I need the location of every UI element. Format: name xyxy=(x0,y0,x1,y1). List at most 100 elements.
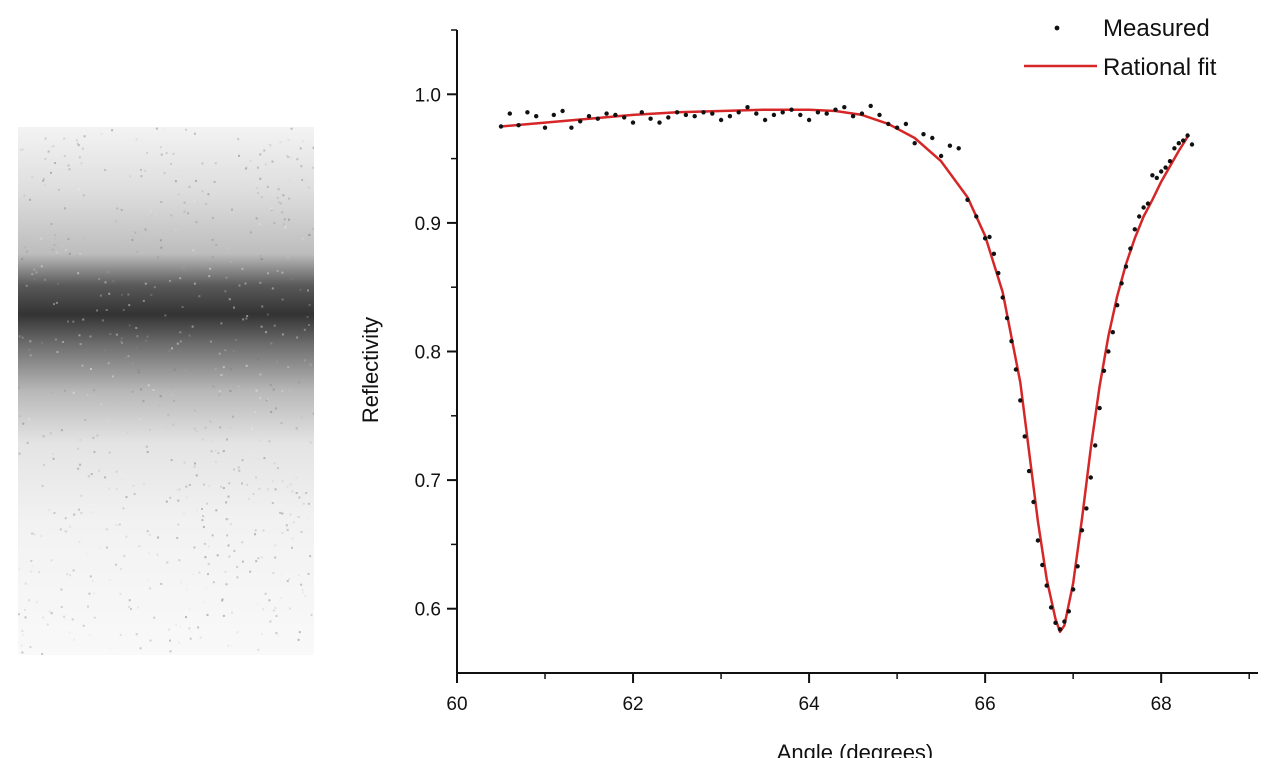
measured-point xyxy=(912,141,917,146)
measured-point xyxy=(938,153,944,159)
measured-point xyxy=(930,135,935,141)
measured-point xyxy=(1009,339,1014,344)
x-tick-label: 62 xyxy=(622,694,643,715)
measured-point xyxy=(1040,562,1045,568)
measured-point xyxy=(1123,264,1129,269)
measured-point xyxy=(560,108,565,114)
measured-series xyxy=(498,103,1195,632)
measured-point xyxy=(666,115,671,120)
measured-point xyxy=(789,107,794,112)
y-tick-label: 1.0 xyxy=(415,85,441,106)
legend-measured-marker xyxy=(1054,25,1060,31)
measured-point xyxy=(710,111,715,116)
measured-point xyxy=(1079,528,1085,533)
measured-point xyxy=(718,117,724,123)
measured-point xyxy=(1185,133,1190,138)
measured-point xyxy=(1101,368,1107,373)
stripe-image xyxy=(18,127,314,655)
measured-point xyxy=(1031,499,1036,505)
measured-point xyxy=(842,105,847,110)
measured-point xyxy=(639,110,644,115)
measured-point xyxy=(1115,303,1120,308)
measured-point xyxy=(1026,468,1032,474)
y-tick-label: 0.9 xyxy=(415,214,441,235)
measured-point xyxy=(947,143,953,148)
measured-point xyxy=(815,110,821,115)
measured-point xyxy=(1172,146,1177,151)
measured-point xyxy=(1057,627,1063,632)
measured-point xyxy=(1062,619,1067,624)
measured-point xyxy=(1132,227,1138,232)
measured-point xyxy=(868,103,873,109)
measured-point xyxy=(1053,620,1058,625)
measured-point xyxy=(850,114,856,119)
measured-point xyxy=(613,112,618,118)
measured-point xyxy=(1035,538,1041,543)
measured-point xyxy=(595,116,600,121)
measured-point xyxy=(1163,165,1168,170)
measured-point xyxy=(1093,443,1098,448)
measured-point xyxy=(498,124,504,129)
measured-point xyxy=(903,121,909,127)
legend: Measured Rational fit xyxy=(1024,15,1217,81)
measured-point xyxy=(987,234,992,240)
measured-point xyxy=(1084,506,1089,511)
measured-point xyxy=(1150,173,1155,178)
x-tick-label: 64 xyxy=(799,694,821,715)
y-axis-title: Reflectivity xyxy=(358,317,383,423)
measured-point xyxy=(877,112,882,118)
measured-point xyxy=(1141,205,1146,210)
measured-point xyxy=(534,114,539,119)
measured-point xyxy=(1000,295,1005,300)
legend-fit-label: Rational fit xyxy=(1103,54,1217,81)
x-tick-label: 60 xyxy=(446,694,467,715)
y-tick-label: 0.6 xyxy=(415,600,441,621)
measured-point xyxy=(886,121,891,127)
measured-point xyxy=(1044,583,1049,588)
measured-point xyxy=(859,111,865,116)
measured-point xyxy=(1119,281,1124,286)
measured-point xyxy=(507,111,512,116)
measured-point xyxy=(1088,475,1094,480)
measured-point xyxy=(1097,405,1102,411)
measured-point xyxy=(894,125,900,130)
measured-point xyxy=(692,114,697,119)
measured-point xyxy=(833,107,838,112)
measured-point xyxy=(604,111,609,116)
measured-point xyxy=(762,117,768,123)
measured-point xyxy=(542,125,548,130)
measured-point xyxy=(974,214,979,219)
measured-point xyxy=(824,111,829,116)
measured-point xyxy=(1176,141,1182,146)
measured-point xyxy=(754,111,759,116)
measured-point xyxy=(965,197,970,202)
measured-point xyxy=(630,120,636,125)
measured-point xyxy=(1022,434,1027,439)
measured-point xyxy=(1048,605,1054,610)
measured-point xyxy=(798,112,803,118)
measured-point xyxy=(1181,138,1186,143)
measured-point xyxy=(657,120,662,125)
measured-point xyxy=(1110,330,1116,335)
measured-point xyxy=(1137,214,1142,219)
measured-point xyxy=(991,251,997,256)
measured-point xyxy=(578,119,583,124)
x-tick-label: 68 xyxy=(1151,694,1172,715)
y-axis: 0.6 0.7 0.8 0.9 1.0 Reflectivity xyxy=(358,29,458,673)
measured-point xyxy=(1106,349,1111,354)
x-axis: 60 62 64 66 68 Angle (degrees) xyxy=(446,672,1258,758)
measured-point xyxy=(921,132,926,137)
measured-point xyxy=(1071,587,1076,592)
measured-point xyxy=(1154,175,1160,181)
measured-point xyxy=(780,110,785,115)
measured-point xyxy=(525,110,530,115)
measured-point xyxy=(551,112,556,118)
measured-point xyxy=(736,110,741,115)
measured-point xyxy=(1145,201,1151,206)
measured-point xyxy=(1004,315,1010,321)
measured-point xyxy=(622,115,627,120)
x-axis-title: Angle (degrees) xyxy=(777,740,934,758)
y-tick-label: 0.7 xyxy=(415,471,441,492)
rational-fit-line xyxy=(500,108,1189,634)
